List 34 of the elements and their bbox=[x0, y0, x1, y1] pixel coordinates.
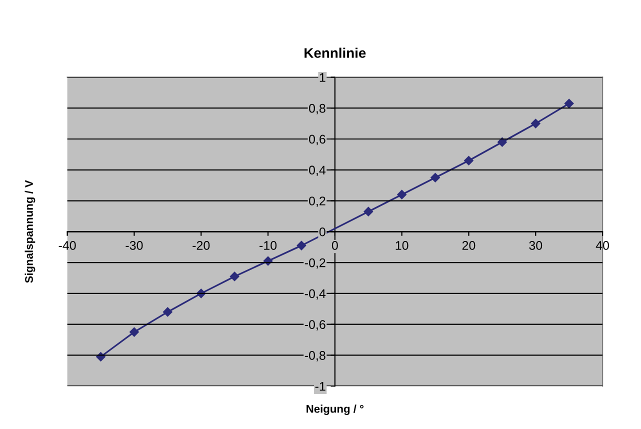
y-tick-label: 0 bbox=[319, 227, 326, 236]
x-tick-label: -30 bbox=[126, 241, 143, 250]
x-tick-label: -40 bbox=[58, 241, 76, 250]
y-tick-label: 0,8 bbox=[309, 104, 326, 114]
x-tick-label: -20 bbox=[192, 241, 210, 250]
y-tick-label: 1 bbox=[320, 73, 326, 82]
y-tick-label: -0,4 bbox=[304, 289, 326, 300]
x-axis-title: Neigung / ° bbox=[306, 404, 364, 416]
point bbox=[464, 156, 474, 166]
y-tick-label: -0,8 bbox=[304, 351, 326, 362]
y-axis-title: Signalspannung / V bbox=[24, 180, 36, 283]
y-tick-label: 0,6 bbox=[309, 134, 326, 146]
x-tick-label: 10 bbox=[396, 241, 408, 250]
point bbox=[364, 206, 373, 216]
point bbox=[498, 137, 507, 147]
x-tick-label: 30 bbox=[529, 241, 542, 250]
x-tick-label: 40 bbox=[596, 241, 610, 250]
point bbox=[230, 272, 240, 282]
point bbox=[564, 98, 574, 108]
point bbox=[296, 240, 306, 250]
point bbox=[163, 307, 172, 317]
x-tick-label: 20 bbox=[462, 241, 476, 250]
y-tick-label: -0,6 bbox=[304, 320, 326, 330]
y-tick-label: 0,4 bbox=[309, 166, 326, 176]
chart-title: Kennlinie bbox=[304, 48, 366, 58]
y-tick-label: -0,2 bbox=[304, 258, 326, 269]
point bbox=[531, 118, 540, 128]
y-tick-label: 0,2 bbox=[309, 196, 326, 207]
x-tick-label: -10 bbox=[260, 241, 277, 250]
point bbox=[397, 190, 406, 200]
x-tick-label: 0 bbox=[332, 241, 338, 250]
y-tick-label: -1 bbox=[315, 382, 326, 391]
point bbox=[130, 327, 139, 337]
point bbox=[430, 172, 440, 182]
